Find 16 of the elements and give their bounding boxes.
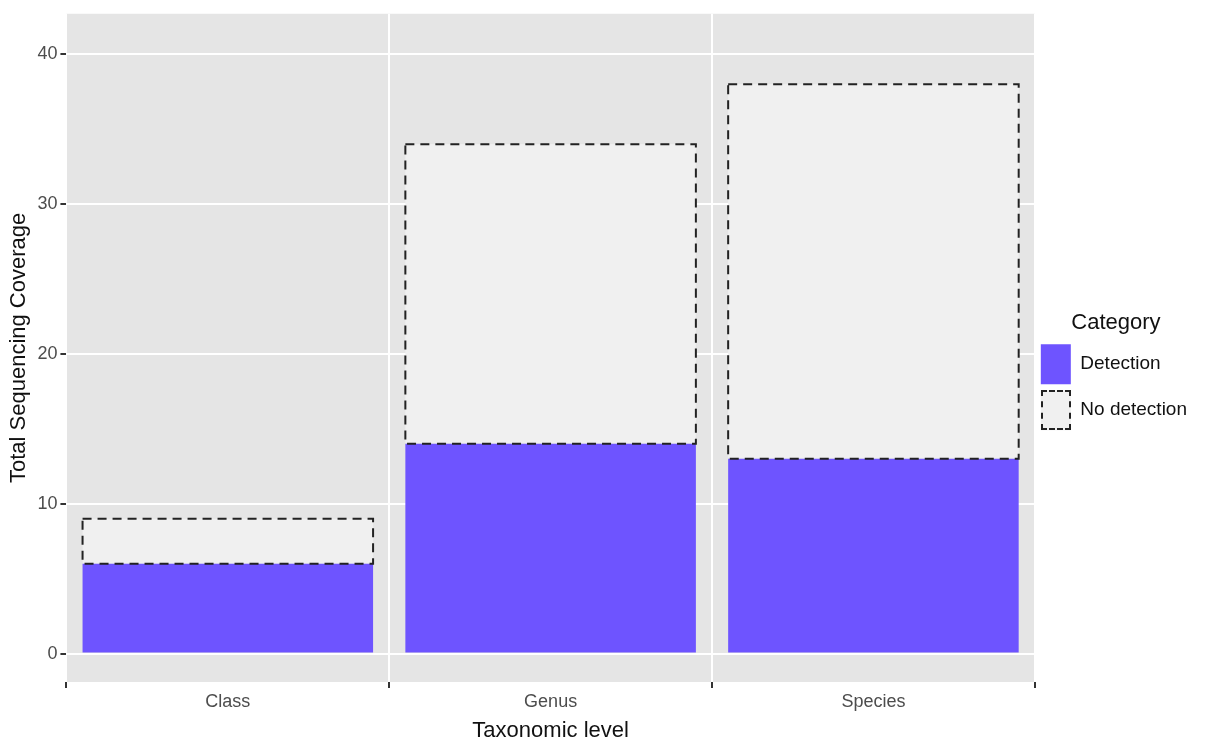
bar [405, 443, 696, 653]
legend-title: Category [1071, 308, 1161, 334]
y-tick-label: 20 [37, 342, 58, 363]
x-tick-label: Class [205, 690, 251, 711]
y-tick-label: 30 [37, 193, 58, 214]
x-tick-label: Genus [524, 690, 578, 711]
legend-label: No detection [1080, 398, 1188, 420]
y-axis-title: Total Sequencing Coverage [5, 212, 31, 484]
legend-label: Detection [1080, 352, 1161, 374]
x-axis-title: Taxonomic level [472, 716, 629, 742]
y-tick-label: 40 [37, 43, 58, 64]
y-tick-label: 10 [37, 492, 58, 513]
y-tick-label: 0 [47, 642, 58, 663]
x-tick-label: Species [841, 690, 906, 711]
bar [728, 458, 1019, 653]
bar [82, 563, 374, 653]
